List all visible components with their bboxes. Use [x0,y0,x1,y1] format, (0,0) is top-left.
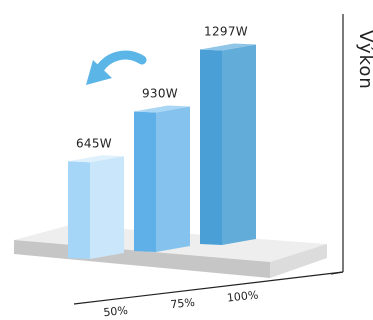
x-axis-line [73,271,344,305]
y-axis-title: Výkon [355,30,373,90]
bar-top-face [68,155,124,163]
bar-side-face [90,156,124,259]
bar-front-face [68,161,90,259]
bar-data-label: 1297W [204,24,248,38]
bar-side-face [156,106,190,252]
bar [200,43,256,246]
x-tick-label: 100% [226,288,259,304]
bar-top-face [200,43,256,51]
bar-data-label: 645W [76,136,112,150]
curved-arrow-icon [86,50,147,85]
bars-group: 645W 930W 1297W [68,24,256,259]
bar [68,155,124,259]
platform-right [270,244,327,278]
bar-top-face [134,105,190,113]
x-tick-label: 50% [103,304,129,319]
bar-side-face [222,44,256,246]
x-tick-label: 75% [170,296,196,311]
bar-front-face [200,49,222,246]
bar [134,105,190,252]
bar-front-face [134,111,156,252]
bar-data-label: 930W [142,87,178,101]
